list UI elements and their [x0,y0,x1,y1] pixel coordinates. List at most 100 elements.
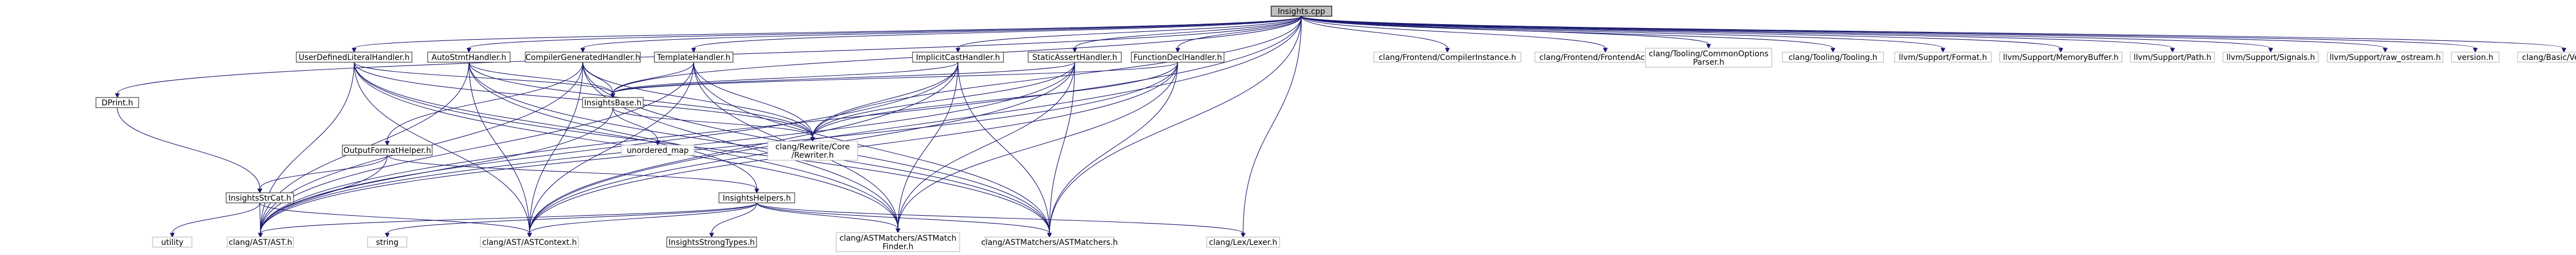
node-compinst: clang/Frontend/CompilerInstance.h [1373,52,1521,63]
node-label: llvm/Support/MemoryBuffer.h [2003,53,2119,62]
node-signals: llvm/Support/Signals.h [2222,52,2319,63]
node-label: clang/ASTMatchers/ASTMatchers.h [981,238,1117,247]
edge-insights_cpp-to-templ [691,16,1302,53]
node-label: StaticAssertHandler.h [1032,53,1117,62]
node-compgen[interactable]: CompilerGeneratedHandler.h [525,52,641,63]
node-label: AutoStmtHandler.h [432,53,506,62]
edge-helpers-to-ast [258,202,758,238]
node-label: /Rewriter.h [791,151,833,160]
node-label: Parser.h [1693,58,1725,67]
node-label: OutputFormatHelper.h [343,146,431,155]
node-helpers[interactable]: InsightsHelpers.h [718,192,795,203]
edge-insights_cpp-to-ast [258,16,1302,238]
node-frontactions: clang/Frontend/FrontendActions.h [1534,52,1676,63]
node-label: string [376,238,398,247]
edge-templ-to-rewriter [693,62,815,142]
nodes-layer: Insights.cpp DPrint.h UserDefinedLiteralHa… [95,6,2576,252]
edge-strcat-to-utility [169,202,260,238]
edge-insights_cpp-to-autostmt [466,16,1302,53]
node-version: version.h [2451,52,2500,63]
edge-insights_cpp-to-signals [1301,16,2274,53]
node-label: llvm/Support/Signals.h [2226,53,2315,62]
node-staticassert[interactable]: StaticAssertHandler.h [1028,52,1122,63]
node-label: clang/Basic/Version.h [2522,53,2576,62]
node-label: utility [161,238,184,247]
edges-layer [114,16,2566,238]
node-matchers: clang/ASTMatchers/ASTMatchers.h [981,237,1118,248]
edge-compgen-to-astcontext [527,62,584,238]
node-label: InsightsHelpers.h [723,194,791,203]
node-strongtypes[interactable]: InsightsStrongTypes.h [666,237,757,248]
edge-compgen-to-outfmt [384,62,584,146]
node-format: llvm/Support/Format.h [1894,52,1992,63]
edge-outfmt-to-strcat [257,155,388,194]
node-label: clang/Rewrite/Core [776,143,850,152]
edge-helpers-to-string [384,202,758,238]
node-label: clang/Frontend/FrontendActions.h [1539,53,1671,62]
node-label: DPrint.h [102,99,133,108]
edge-funcdecl-to-matchers [1047,62,1179,238]
edge-insights_cpp-to-compgen [580,16,1302,53]
edge-insights_cpp-to-tooling [1301,16,1836,53]
edge-insights_cpp-to-commonopts [1301,16,1711,49]
node-funcdecl[interactable]: FunctionDeclHandler.h [1131,52,1225,63]
edge-helpers-to-matchfinder [756,202,901,234]
node-label: clang/AST/ASTContext.h [482,238,577,247]
edge-udl-to-ast [258,62,355,238]
node-utility: utility [152,237,192,248]
node-label: clang/AST/AST.h [228,238,292,247]
node-label: unordered_map [627,146,689,155]
node-membuf: llvm/Support/MemoryBuffer.h [1999,52,2123,63]
node-label: TemplateHandler.h [656,53,730,62]
node-autostmt[interactable]: AutoStmtHandler.h [427,52,511,63]
edge-helpers-to-strongtypes [709,202,758,238]
edge-dprint-to-strcat [117,107,263,194]
edge-funcdecl-to-insightsbase [610,62,1179,99]
node-label: version.h [2457,53,2494,62]
node-label: CompilerGeneratedHandler.h [525,53,640,62]
node-label: clang/Lex/Lexer.h [1209,238,1277,247]
node-astcontext: clang/AST/ASTContext.h [480,237,579,248]
node-ast: clang/AST/AST.h [227,237,294,248]
node-tooling: clang/Tooling/Tooling.h [1782,52,1884,63]
edge-staticassert-to-insightsbase [610,62,1075,99]
edge-insights_cpp-to-membuf [1301,16,2064,53]
node-insights-cpp[interactable]: Insights.cpp [1271,6,1332,17]
node-unordered-map: unordered_map [621,145,695,156]
node-label: llvm/Support/Format.h [1899,53,1987,62]
node-path: llvm/Support/Path.h [2130,52,2215,63]
node-label: clang/Frontend/CompilerInstance.h [1378,53,1516,62]
node-templ[interactable]: TemplateHandler.h [654,52,734,63]
node-label: Insights.cpp [1278,7,1326,16]
edge-autostmt-to-astcontext [468,62,532,238]
edge-insights_cpp-to-compinst [1301,16,1450,53]
node-label: clang/Tooling/Tooling.h [1789,53,1877,62]
edge-helpers-to-lexer [756,202,1246,238]
node-dprint[interactable]: DPrint.h [95,97,139,108]
edge-outfmt-to-helpers [387,155,759,194]
node-implicit[interactable]: ImplicitCastHandler.h [912,52,1004,63]
edge-insights_cpp-to-funcdecl [1175,16,1302,53]
edge-insights_cpp-to-udl [351,16,1302,53]
node-label: InsightsStrongTypes.h [668,238,755,247]
edge-insights_cpp-to-astcontext [527,16,1302,238]
edge-staticassert-to-matchers [1047,62,1075,238]
node-rewriter: clang/Rewrite/Core/Rewriter.h [767,141,858,161]
node-label: clang/Tooling/CommonOptions [1649,50,1768,59]
node-strcat[interactable]: InsightsStrCat.h [226,192,294,203]
node-outfmt[interactable]: OutputFormatHelper.h [342,145,433,156]
edge-insights_cpp-to-basicversion [1301,16,2566,53]
node-label: clang/ASTMatchers/ASTMatch [840,234,957,243]
edge-insights_cpp-to-frontactions [1301,16,1608,53]
edge-strcat-to-astcontext [259,202,532,238]
node-label: InsightsBase.h [584,99,641,108]
node-insightsbase[interactable]: InsightsBase.h [582,97,644,108]
node-udl[interactable]: UserDefinedLiteralHandler.h [296,52,412,63]
node-label: Finder.h [882,243,913,252]
edge-helpers-to-astcontext [527,202,758,238]
node-basicversion: clang/Basic/Version.h [2517,52,2576,63]
edge-insights_cpp-to-path [1301,16,2175,53]
